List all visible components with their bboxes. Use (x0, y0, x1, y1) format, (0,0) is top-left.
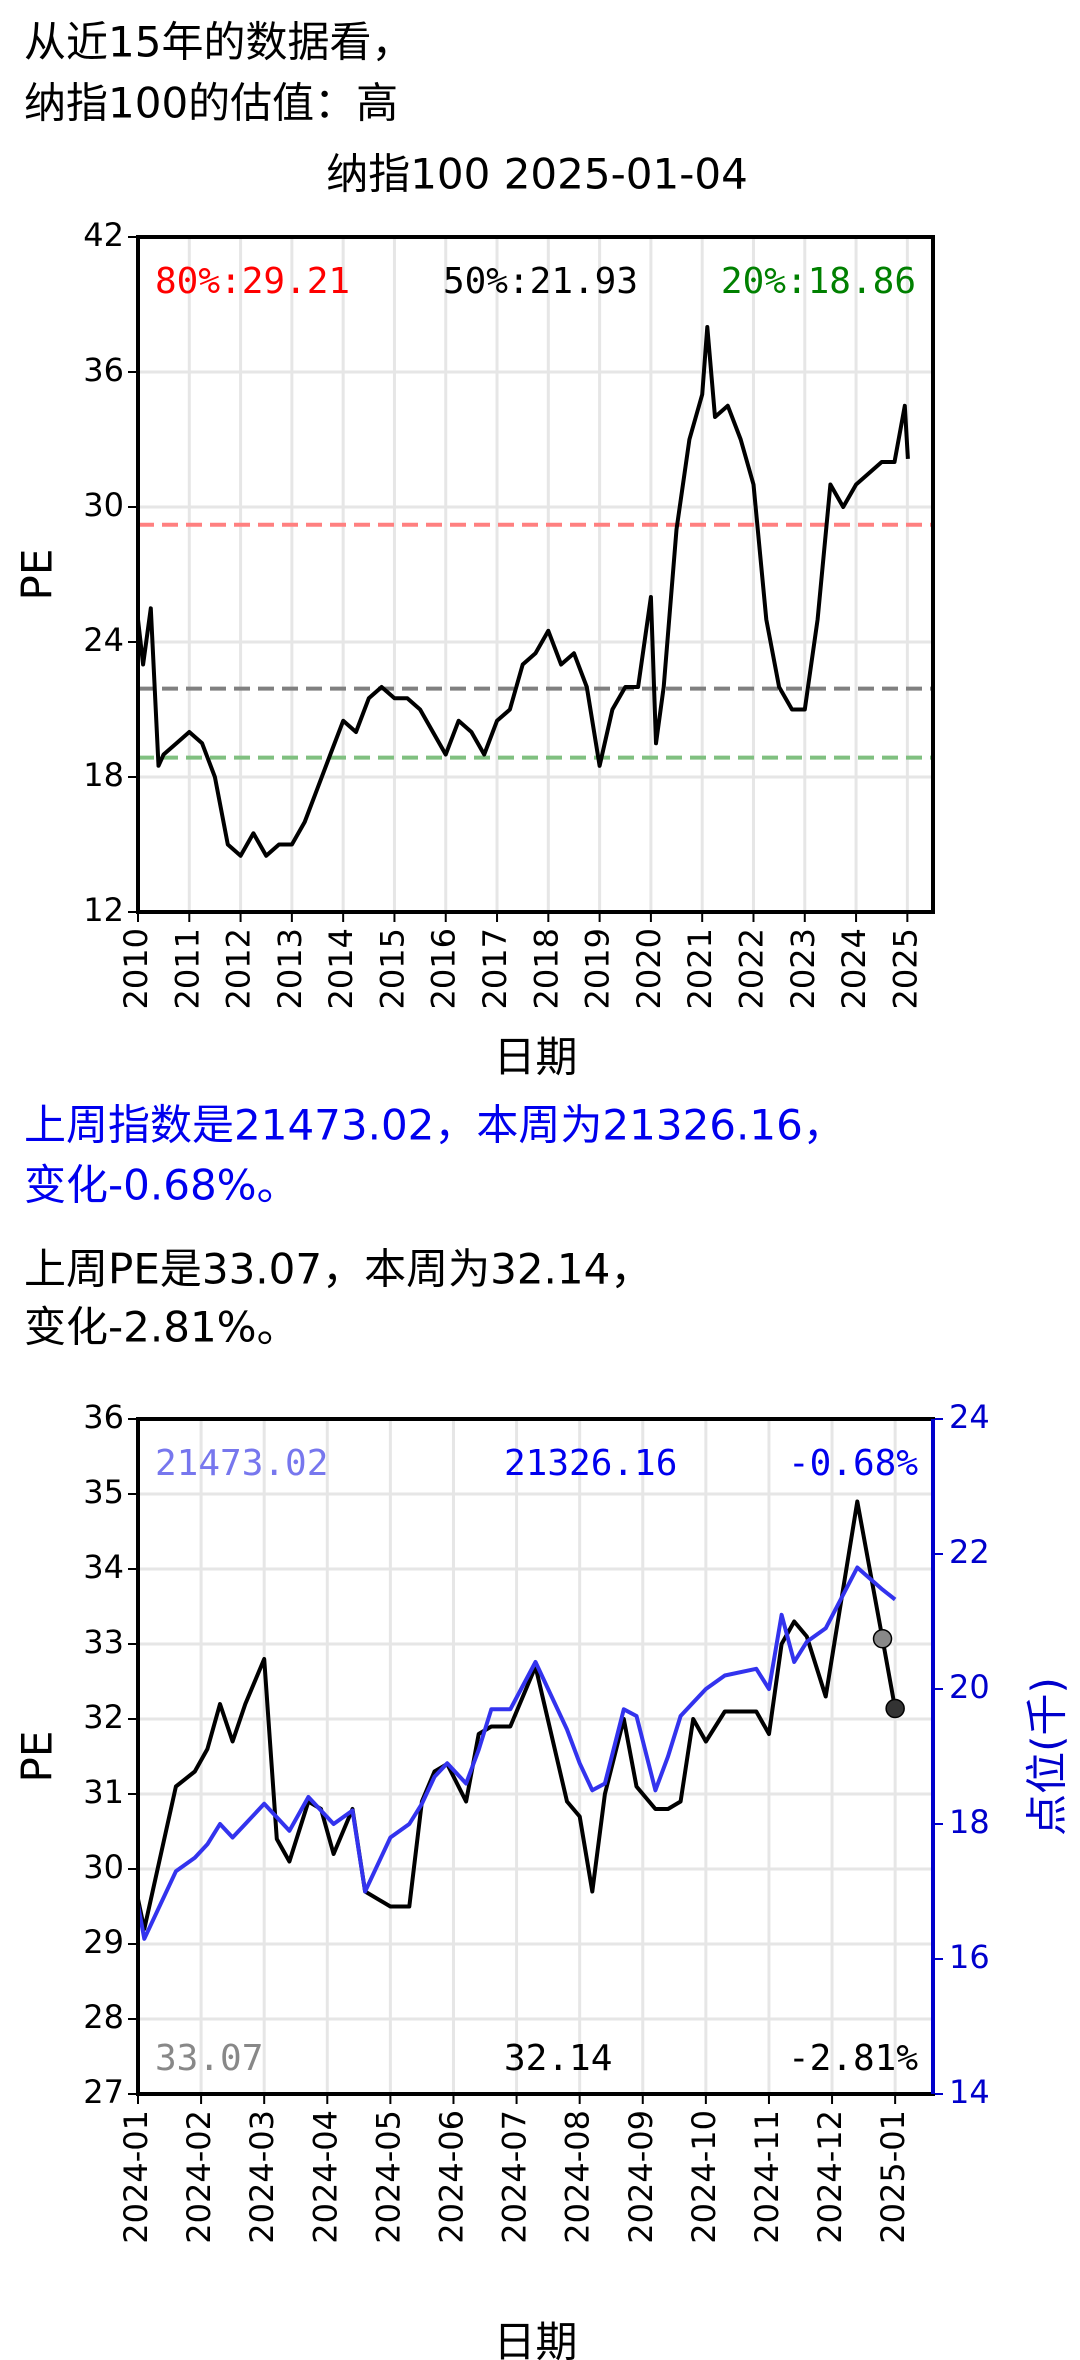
x-tick-label: 2022 (732, 928, 770, 1009)
x-tick-label: 2010 (117, 928, 155, 1009)
y-axis-label: PE (13, 549, 62, 601)
x-tick-label: 2015 (373, 928, 411, 1009)
x-tick-label: 2017 (476, 928, 514, 1009)
x-tick-label: 2024-10 (685, 2110, 723, 2244)
x-tick-label: 2016 (425, 928, 463, 1009)
x-tick-label: 2023 (784, 928, 822, 1009)
y-tick-label: 27 (83, 2073, 124, 2111)
y2-axis-label: 点位(千) (1023, 1677, 1072, 1836)
y2-tick-label: 22 (949, 1533, 990, 1571)
y2-tick-label: 18 (949, 1803, 990, 1841)
y-tick-label: 31 (83, 1773, 124, 1811)
y-tick-label: 29 (83, 1923, 124, 1961)
annotation: 21326.16 (504, 1443, 677, 1484)
reference-label: 20%:18.86 (721, 261, 916, 302)
reference-label: 80%:29.21 (155, 261, 350, 302)
y-tick-label: 36 (83, 1398, 124, 1436)
y-tick-label: 33 (83, 1623, 124, 1661)
annotation: 32.14 (504, 2038, 612, 2079)
y2-tick-label: 16 (949, 1938, 990, 1976)
annotation: 33.07 (155, 2038, 263, 2079)
y-tick-label: 32 (83, 1698, 124, 1736)
index-text: 上周指数是21473.02，本周为21326.16， (24, 1101, 845, 1150)
y-tick-label: 30 (83, 1848, 124, 1886)
y-tick-label: 36 (83, 351, 124, 389)
data-line (136, 1565, 897, 1941)
x-tick-label: 2024-07 (496, 2110, 534, 2244)
y2-tick-label: 20 (949, 1668, 990, 1706)
x-tick-label: 2024-02 (180, 2110, 218, 2244)
y-tick-label: 24 (83, 621, 124, 659)
x-tick-label: 2024-05 (369, 2110, 407, 2244)
y-tick-label: 42 (83, 216, 124, 254)
intro-line: 纳指100的估值：高 (24, 79, 398, 128)
plot-frame (136, 235, 935, 914)
intro-line: 从近15年的数据看， (24, 18, 413, 67)
x-tick-label: 2025-01 (874, 2110, 912, 2244)
highlight-point (872, 1629, 893, 1649)
y2-tick-label: 24 (949, 1398, 990, 1436)
x-tick-label: 2024 (835, 928, 873, 1009)
x-tick-label: 2024-11 (748, 2110, 786, 2244)
x-axis-label: 日期 (493, 1033, 577, 1082)
annotation: -0.68% (788, 1443, 918, 1484)
x-tick-label: 2024-12 (811, 2110, 849, 2244)
x-tick-label: 2013 (271, 928, 309, 1009)
x-axis-label: 日期 (493, 2318, 577, 2360)
y-tick-label: 12 (83, 891, 124, 929)
data-line (136, 325, 910, 858)
y2-tick-label: 14 (949, 2073, 990, 2111)
data-line (136, 1499, 898, 1931)
x-tick-label: 2018 (527, 928, 565, 1009)
x-tick-label: 2011 (168, 928, 206, 1009)
y-tick-label: 28 (83, 1998, 124, 2036)
x-tick-label: 2019 (579, 928, 617, 1009)
plot-frame (136, 1417, 935, 2096)
index-text: 变化-0.68%。 (24, 1161, 299, 1210)
x-tick-label: 2012 (220, 928, 258, 1009)
x-tick-label: 2024-03 (243, 2110, 281, 2244)
y-tick-label: 34 (83, 1548, 124, 1586)
y-tick-label: 18 (83, 756, 124, 794)
x-tick-label: 2024-04 (306, 2110, 344, 2244)
x-tick-label: 2024-06 (432, 2110, 470, 2244)
annotation: -2.81% (788, 2038, 918, 2079)
x-tick-label: 2024-09 (622, 2110, 660, 2244)
y-tick-label: 30 (83, 486, 124, 524)
reference-label: 50%:21.93 (443, 261, 638, 302)
pe-text: 上周PE是33.07，本周为32.14， (24, 1245, 652, 1294)
x-tick-label: 2014 (322, 928, 360, 1009)
pe-text: 变化-2.81%。 (24, 1303, 299, 1352)
y-tick-label: 35 (83, 1473, 124, 1511)
x-tick-label: 2024-01 (117, 2110, 155, 2244)
y-axis-label: PE (13, 1731, 62, 1783)
highlight-point (885, 1698, 905, 1719)
x-tick-label: 2021 (681, 928, 719, 1009)
x-tick-label: 2024-08 (559, 2110, 597, 2244)
chart-title: 纳指100 2025-01-04 (326, 150, 748, 199)
annotation: 21473.02 (155, 1443, 328, 1484)
x-tick-label: 2020 (630, 928, 668, 1009)
x-tick-label: 2025 (886, 928, 924, 1009)
